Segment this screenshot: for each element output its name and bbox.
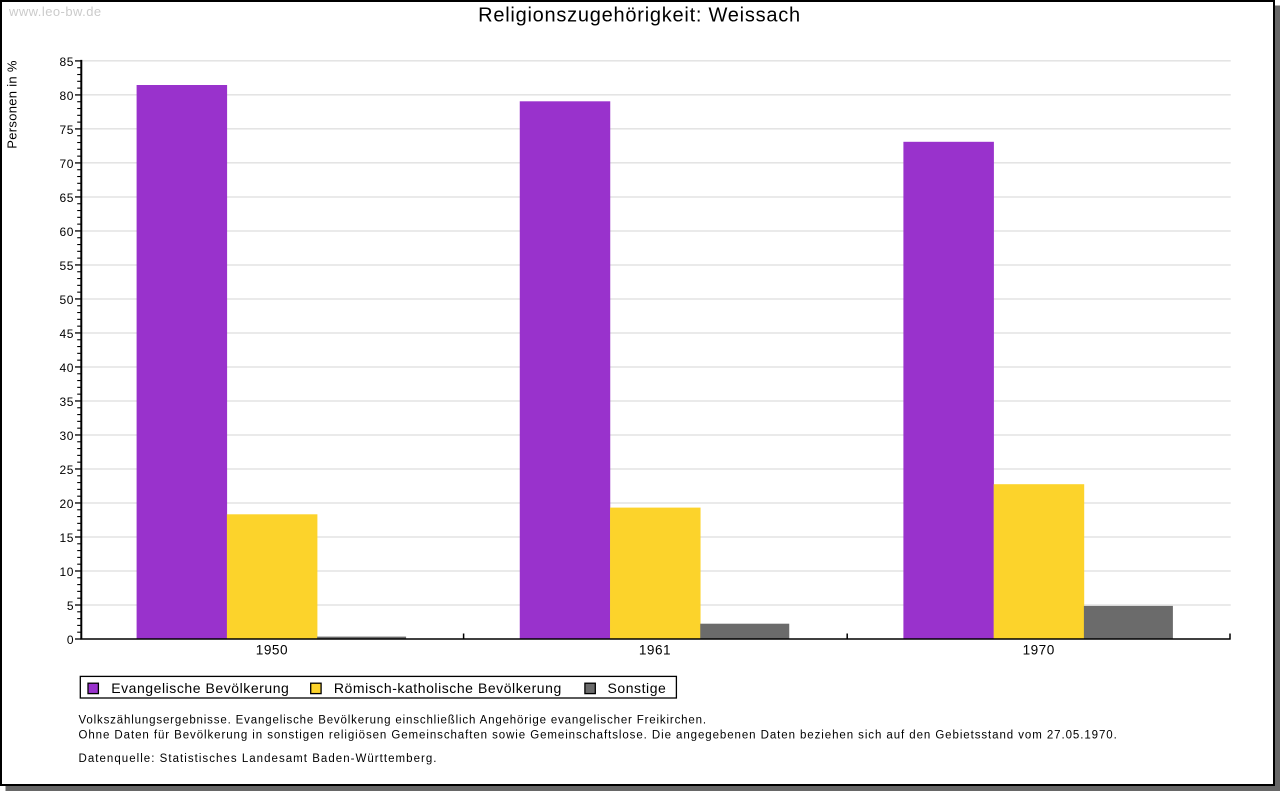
svg-text:80: 80 (59, 89, 74, 103)
svg-text:70: 70 (59, 157, 74, 171)
svg-text:Römisch-katholische Bevölkerun: Römisch-katholische Bevölkerung (334, 680, 562, 696)
svg-text:Personen in %: Personen in % (4, 60, 19, 149)
svg-text:55: 55 (59, 259, 74, 273)
svg-text:5: 5 (67, 599, 74, 613)
svg-text:Evangelische Bevölkerung: Evangelische Bevölkerung (111, 680, 289, 696)
svg-text:10: 10 (59, 565, 74, 579)
svg-text:20: 20 (59, 497, 74, 511)
svg-text:45: 45 (59, 327, 74, 341)
svg-text:60: 60 (59, 225, 74, 239)
svg-text:35: 35 (59, 395, 74, 409)
svg-text:50: 50 (59, 293, 74, 307)
svg-text:www.leo-bw.de: www.leo-bw.de (8, 4, 102, 19)
svg-text:65: 65 (59, 191, 74, 205)
svg-text:Datenquelle: Statistisches Lan: Datenquelle: Statistisches Landesamt Bad… (79, 753, 438, 765)
svg-text:85: 85 (59, 55, 74, 69)
svg-text:1950: 1950 (256, 643, 288, 658)
svg-text:1970: 1970 (1023, 643, 1055, 658)
svg-text:Volkszählungsergebnisse. Evang: Volkszählungsergebnisse. Evangelische Be… (79, 715, 707, 727)
svg-text:Ohne Daten für Bevölkerung in: Ohne Daten für Bevölkerung in sonstigen … (79, 730, 1118, 742)
svg-text:0: 0 (67, 633, 74, 647)
svg-text:25: 25 (59, 463, 74, 477)
svg-text:1961: 1961 (639, 643, 671, 658)
svg-text:15: 15 (59, 531, 74, 545)
svg-text:40: 40 (59, 361, 74, 375)
svg-text:Religionszugehörigkeit: Weiss: Religionszugehörigkeit: Weissach (478, 4, 801, 26)
svg-text:75: 75 (59, 123, 74, 137)
svg-text:30: 30 (59, 429, 74, 443)
svg-text:Sonstige: Sonstige (608, 680, 667, 696)
